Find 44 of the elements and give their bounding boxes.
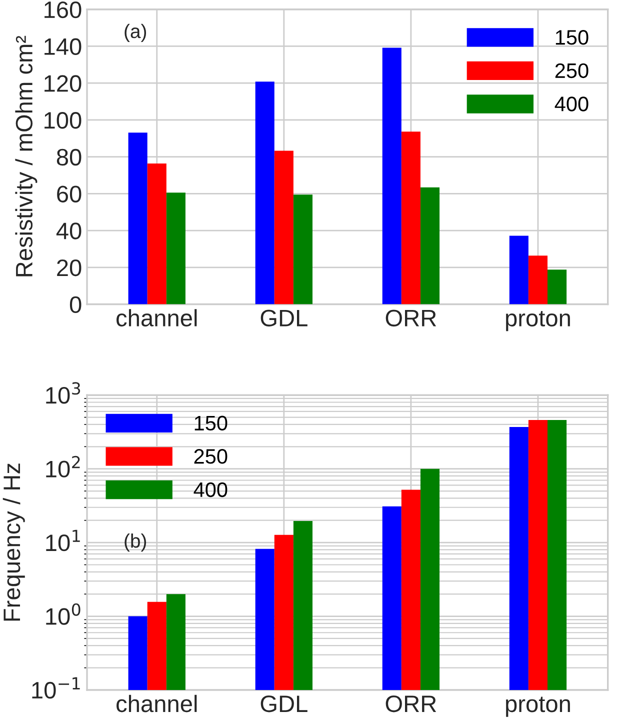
bar [382,48,402,304]
y-tick-label: 160 [44,1,82,18]
x-tick-label: channel [116,309,197,326]
legend-label: 150 [556,30,588,45]
y-tick-label: 10$^{1}$ [46,530,80,552]
y-tick-label: 10$^{0}$ [46,603,80,625]
annotation: (b) [124,533,146,552]
y-tick-label: 0 [70,296,82,314]
y-tick-label: 40 [56,222,82,240]
legend-label: 400 [194,482,228,498]
y-axis-title: Resistivity / mOhm cm² [15,36,38,276]
legend-label: 250 [194,449,228,464]
bar [420,187,440,304]
x-tick-label: proton [506,696,570,717]
bar [293,194,312,304]
y-tick-label: 20 [57,259,82,276]
y-axis-title: Frequency / Hz [2,464,25,621]
y-tick-label: 140 [44,38,82,56]
bar [166,192,186,304]
y-tick-label: 10$^{3}$ [46,382,80,404]
bar [548,270,567,304]
x-tick-label: GDL [260,695,308,712]
bar [509,236,528,304]
bar [401,132,420,304]
y-tick-label: 120 [44,75,82,92]
y-tick-label: 80 [56,148,82,166]
bar [274,150,294,304]
bar [128,132,148,304]
bar [147,163,166,304]
x-tick-label: GDL [260,310,308,326]
y-tick-label: 100 [44,112,82,129]
y-tick-label: 10$^{2}$ [46,456,80,478]
annotation: (a) [124,24,146,42]
legend-label: 150 [194,416,228,431]
x-tick-label: channel [116,694,197,712]
y-tick-label: 60 [57,186,82,202]
x-tick-label: ORR [386,310,436,326]
bar [528,256,548,304]
x-tick-label: proton [506,310,570,332]
y-tick-label: 10$^{−1}$ [32,677,80,699]
bar [255,82,274,304]
legend-label: 400 [554,96,588,112]
x-tick-label: ORR [386,695,436,712]
legend-label: 250 [555,63,588,78]
